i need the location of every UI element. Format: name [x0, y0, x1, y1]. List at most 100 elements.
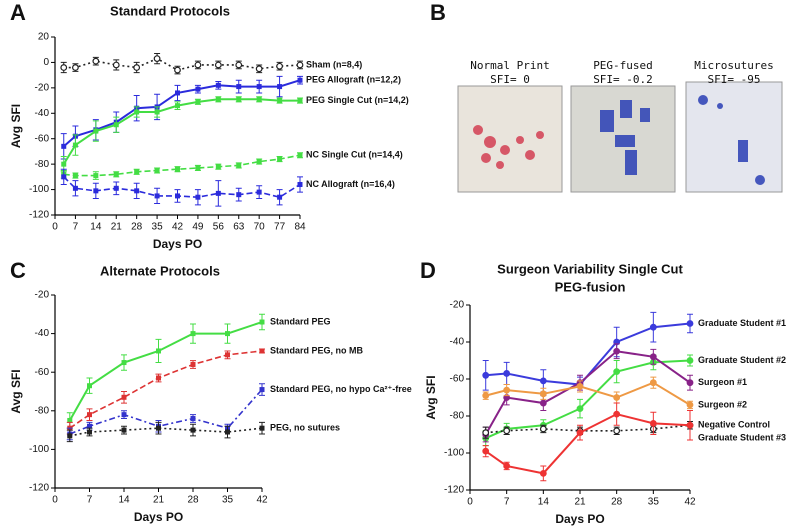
photo-title: PEG-fused	[593, 59, 653, 72]
x-tick-label: 7	[87, 495, 93, 506]
marker	[121, 394, 127, 400]
marker	[72, 173, 78, 179]
marker	[686, 421, 694, 429]
series-line	[69, 389, 263, 435]
marker	[277, 98, 283, 104]
marker	[686, 379, 694, 387]
series-line	[63, 154, 301, 177]
legend-label: Standard PEG, no hypo Ca²⁺-free	[270, 384, 412, 394]
panel-letter: D	[420, 258, 436, 283]
marker	[686, 320, 694, 327]
marker	[67, 433, 73, 439]
marker	[134, 188, 140, 194]
marker	[113, 171, 119, 177]
marker	[93, 173, 99, 179]
marker	[153, 55, 161, 63]
marker	[277, 194, 283, 200]
marker	[214, 61, 222, 69]
legend-label: Negative Control	[698, 420, 770, 430]
y-tick-label: -120	[444, 485, 464, 496]
x-tick-label: 63	[233, 222, 245, 233]
marker	[190, 331, 196, 337]
x-tick-label: 49	[192, 222, 204, 233]
x-tick-label: 0	[52, 495, 58, 506]
x-tick-label: 7	[73, 222, 79, 233]
x-tick-label: 42	[172, 222, 184, 233]
marker	[276, 62, 283, 70]
marker	[190, 416, 196, 422]
legend-label: NC Single Cut (n=14,4)	[306, 150, 403, 160]
series-line	[63, 79, 301, 148]
marker	[236, 192, 242, 198]
y-tick-label: -20	[35, 290, 50, 301]
series	[66, 348, 265, 435]
marker	[236, 96, 242, 102]
marker	[190, 427, 196, 433]
marker	[175, 166, 180, 172]
photo-caption: SFI= -0.2	[593, 73, 653, 86]
series-line	[485, 413, 691, 475]
y-tick-label: -100	[444, 448, 464, 459]
x-tick-label: 28	[187, 495, 199, 506]
y-tick-label: -60	[35, 367, 50, 378]
x-tick-label: 35	[648, 497, 660, 508]
series-line	[484, 350, 691, 435]
x-tick-label: 21	[574, 497, 586, 508]
marker	[686, 357, 694, 364]
legend-label: Surgeon #2	[698, 399, 747, 409]
y-tick-label: -40	[450, 337, 465, 348]
y-tick-label: 0	[43, 57, 49, 68]
marker	[297, 98, 303, 104]
marker	[121, 427, 127, 433]
legend-label: Standard PEG	[270, 316, 331, 326]
legend-label: PEG, no sutures	[270, 423, 340, 433]
marker	[482, 447, 490, 455]
series-line	[69, 427, 263, 437]
marker	[61, 161, 67, 167]
x-tick-label: 70	[254, 222, 266, 233]
marker	[539, 469, 547, 477]
legend-label: Standard PEG, no MB	[270, 345, 364, 355]
marker	[277, 156, 283, 162]
series	[482, 376, 694, 410]
series-line	[62, 98, 300, 165]
marker	[259, 425, 265, 431]
marker	[539, 399, 547, 407]
chart-title: Alternate Protocols	[100, 263, 220, 278]
series	[60, 152, 303, 180]
y-tick-label: -80	[450, 411, 465, 422]
marker	[72, 64, 79, 71]
x-tick-label: 35	[222, 495, 234, 506]
marker	[503, 427, 511, 435]
y-axis-title: Avg SFI	[424, 375, 438, 419]
marker	[539, 377, 547, 385]
y-tick-label: -60	[450, 374, 465, 385]
marker	[482, 429, 490, 437]
marker	[61, 174, 67, 180]
marker	[215, 190, 221, 196]
marker	[175, 103, 180, 109]
marker	[215, 82, 221, 88]
marker	[482, 392, 490, 400]
series	[66, 313, 265, 429]
x-tick-label: 21	[111, 222, 123, 233]
x-tick-label: 84	[294, 222, 306, 233]
marker	[87, 412, 92, 418]
marker	[613, 347, 621, 355]
marker	[156, 348, 161, 354]
legend-label: Graduate Student #2	[698, 355, 786, 365]
y-tick-label: -40	[35, 328, 50, 339]
marker	[649, 379, 657, 387]
x-tick-label: 7	[504, 497, 510, 508]
marker	[113, 185, 119, 191]
marker	[256, 84, 262, 90]
marker	[686, 401, 694, 409]
y-tick-label: -80	[35, 159, 50, 170]
marker	[613, 410, 621, 418]
y-tick-label: -40	[35, 108, 50, 119]
marker	[613, 368, 621, 376]
marker	[121, 360, 127, 366]
marker	[67, 417, 73, 423]
marker	[649, 323, 657, 331]
marker	[236, 84, 242, 90]
